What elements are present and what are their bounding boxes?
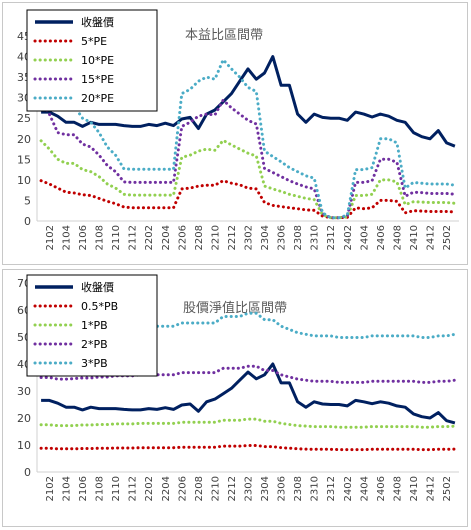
pb-band-chart-panel: 股價淨值比區間帶 0 10 20 30 40 50 60 70 2102 2104 2106 2108 2…: [2, 269, 468, 527]
y-tick-label: 10: [17, 439, 31, 452]
x-tick-label: 2404: [359, 476, 370, 501]
chart-title: 本益比區間帶: [185, 28, 263, 43]
x-tick-label: 2302: [244, 225, 255, 250]
x-tick-label: 2310: [310, 476, 321, 501]
x-tick-label: 2410: [409, 476, 420, 501]
x-tick-label: 2108: [95, 476, 106, 501]
series-line-band-2: [39, 417, 457, 429]
x-tick-label: 2112: [128, 225, 139, 250]
legend-label: 3*PB: [81, 357, 108, 370]
series-line-close-price: [41, 55, 456, 148]
legend-label: 1*PB: [81, 319, 108, 332]
legend-label: 10*PE: [81, 54, 114, 67]
x-tick-label: 2404: [359, 225, 370, 250]
legend-label: 20*PE: [81, 92, 114, 105]
x-tick-label: 2410: [409, 225, 420, 250]
x-tick-label: 2102: [45, 225, 56, 250]
x-tick-label: 2202: [144, 476, 155, 501]
legend-label: 2*PB: [81, 338, 108, 351]
legend-label: 0.5*PB: [81, 300, 118, 313]
legend-box: [26, 9, 158, 112]
legend-box: [26, 274, 158, 377]
x-tick-label: 2408: [392, 476, 403, 501]
y-tick-label: 0: [24, 466, 31, 479]
series-line-band-4: [39, 58, 457, 220]
x-tick-label: 2302: [244, 476, 255, 501]
series-line-band-3: [39, 98, 457, 220]
y-tick-label: 25: [17, 112, 31, 125]
x-tick-label: 2308: [293, 476, 304, 501]
x-tick-label: 2102: [45, 476, 56, 501]
y-tick-label: 20: [17, 412, 31, 425]
y-tick-label: 20: [17, 133, 31, 146]
x-tick-label: 2104: [61, 225, 72, 250]
x-tick-label: 2306: [277, 225, 288, 250]
x-tick-label: 2304: [260, 476, 271, 501]
x-tick-label: 2212: [227, 225, 238, 250]
x-tick-label: 2210: [210, 476, 221, 501]
x-tick-label: 2502: [442, 476, 453, 501]
y-tick-label: 10: [17, 174, 31, 187]
x-tick-label: 2412: [426, 476, 437, 501]
x-tick-label: 2112: [128, 476, 139, 501]
x-tick-label: 2110: [111, 225, 122, 250]
y-tick-label: 5: [24, 194, 31, 207]
x-tick-label: 2104: [61, 476, 72, 501]
x-tick-label: 2204: [161, 476, 172, 501]
x-tick-label: 2208: [194, 476, 205, 501]
legend-label: 5*PE: [81, 35, 107, 48]
series-line-band-1: [39, 444, 457, 452]
x-tick-label: 2204: [161, 225, 172, 250]
x-tick-label: 2304: [260, 225, 271, 250]
legend-label: 收盤價: [81, 15, 114, 29]
x-tick-label: 2312: [326, 476, 337, 501]
x-tick-label: 2306: [277, 476, 288, 501]
x-tick-label: 2406: [376, 225, 387, 250]
legend-label: 收盤價: [81, 280, 114, 294]
series-line-band-2: [39, 138, 457, 220]
legend-label: 15*PE: [81, 73, 114, 86]
y-tick-label: 30: [17, 385, 31, 398]
series-line-band-1: [39, 179, 457, 220]
x-tick-label: 2402: [343, 476, 354, 501]
y-tick-label: 15: [17, 153, 31, 166]
series-line-band-3: [39, 364, 457, 384]
x-tick-label: 2412: [426, 225, 437, 250]
x-tick-label: 2408: [392, 225, 403, 250]
x-tick-label: 2206: [177, 476, 188, 501]
x-tick-label: 2312: [326, 225, 337, 250]
x-tick-label: 2308: [293, 225, 304, 250]
x-tick-label: 2206: [177, 225, 188, 250]
x-tick-label: 2110: [111, 476, 122, 501]
series-line-close-price: [41, 362, 456, 425]
x-tick-label: 2406: [376, 476, 387, 501]
x-tick-label: 2212: [227, 476, 238, 501]
chart-title: 股價淨值比區間帶: [183, 300, 287, 316]
x-tick-label: 2402: [343, 225, 354, 250]
x-tick-label: 2310: [310, 225, 321, 250]
pe-band-chart-panel: 本益比區間帶 0 5 10 15 20 25 30 35 40 45 2102 2104 2106 2108…: [2, 2, 468, 265]
x-tick-label: 2108: [95, 225, 106, 250]
x-tick-label: 2106: [78, 476, 89, 501]
x-tick-label: 2202: [144, 225, 155, 250]
series-line-band-4: [39, 311, 457, 339]
x-tick-label: 2208: [194, 225, 205, 250]
x-tick-label: 2210: [210, 225, 221, 250]
x-tick-label: 2106: [78, 225, 89, 250]
x-tick-label: 2502: [442, 225, 453, 250]
y-tick-label: 0: [24, 215, 31, 228]
